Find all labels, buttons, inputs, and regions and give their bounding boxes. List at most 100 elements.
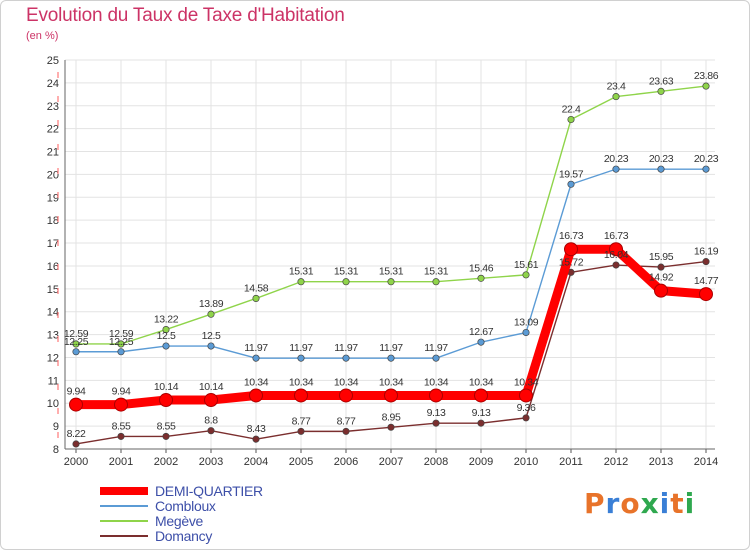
data-point: [432, 278, 440, 286]
x-tick-label: 2002: [154, 456, 178, 468]
data-point: [702, 165, 710, 173]
data-point: [609, 242, 623, 257]
x-tick-label: 2005: [289, 456, 313, 468]
data-point: [207, 427, 215, 435]
data-point: [294, 388, 308, 403]
data-label: 15.46: [469, 262, 494, 274]
data-label: 23.4: [607, 81, 626, 93]
data-point: [432, 419, 440, 427]
data-point: [252, 294, 260, 302]
data-label: 15.95: [649, 251, 674, 263]
data-point: [522, 271, 530, 279]
data-label: 10.34: [244, 376, 269, 388]
data-label: 15.31: [334, 266, 359, 278]
data-label: 9.94: [67, 386, 86, 398]
data-label: 11.97: [244, 342, 268, 354]
x-tick-label: 2011: [559, 456, 583, 468]
data-point: [162, 432, 170, 440]
data-point: [117, 432, 125, 440]
x-tick-label: 2001: [109, 456, 133, 468]
legend-swatch-demi-quartier: [100, 487, 148, 495]
data-point: [657, 87, 665, 95]
data-label: 11.97: [424, 342, 448, 354]
legend-swatch-combloux: [100, 505, 148, 507]
data-label: 20.23: [694, 153, 719, 165]
data-label: 9.94: [112, 386, 131, 398]
y-tick-label: 12: [47, 352, 59, 364]
data-label: 10.14: [154, 381, 179, 393]
legend-label: Combloux: [155, 498, 216, 514]
data-point: [72, 440, 80, 448]
y-tick-label: 19: [47, 192, 59, 204]
logo-letter: x: [640, 487, 660, 520]
data-point: [117, 348, 125, 356]
data-label: 16.19: [694, 246, 719, 258]
x-tick-label: 2012: [604, 456, 628, 468]
data-label: 12.67: [469, 326, 494, 338]
data-label: 8.55: [157, 420, 176, 432]
data-label: 8.77: [292, 415, 311, 427]
data-point: [702, 258, 710, 266]
data-label: 14.77: [694, 275, 719, 287]
x-tick-label: 2004: [244, 456, 268, 468]
data-label: 11.97: [289, 342, 313, 354]
legend-label: Domancy: [155, 528, 213, 544]
data-label: 11.97: [334, 342, 358, 354]
x-tick-label: 2009: [469, 456, 493, 468]
data-label: 10.34: [424, 376, 449, 388]
logo-letter: t: [670, 487, 685, 520]
data-point: [699, 287, 713, 302]
data-label: 8.55: [112, 420, 131, 432]
data-label: 14.58: [244, 282, 269, 294]
y-tick-label: 17: [47, 238, 59, 250]
data-point: [564, 242, 578, 257]
data-label: 12.59: [64, 328, 89, 340]
x-tick-label: 2000: [64, 456, 88, 468]
data-point: [159, 393, 173, 408]
x-tick-label: 2003: [199, 456, 223, 468]
legend-label: Megève: [155, 513, 204, 529]
y-tick-label: 16: [47, 261, 59, 273]
data-point: [204, 393, 218, 408]
data-label: 8.43: [247, 423, 266, 435]
data-label: 10.34: [334, 376, 359, 388]
y-tick-label: 13: [47, 330, 59, 342]
data-label: 23.86: [694, 70, 719, 82]
data-label: 12.59: [109, 328, 134, 340]
data-label: 9.13: [472, 407, 491, 419]
logo-letter: r: [605, 487, 621, 520]
x-tick-label: 2010: [514, 456, 538, 468]
data-label: 10.34: [469, 376, 494, 388]
logo-letter: o: [620, 487, 641, 520]
data-label: 10.34: [379, 376, 404, 388]
y-tick-label: 23: [47, 101, 59, 113]
y-tick-label: 8: [53, 444, 59, 456]
data-point: [612, 93, 620, 101]
data-label: 14.92: [649, 272, 674, 284]
data-label: 16.04: [604, 249, 629, 261]
data-point: [657, 263, 665, 271]
data-label: 12.25: [64, 336, 89, 348]
chart-subtitle: (en %): [26, 30, 59, 42]
data-point: [69, 397, 83, 412]
data-point: [477, 274, 485, 282]
data-label: 15.31: [424, 266, 449, 278]
data-label: 12.5: [157, 330, 176, 342]
logo-letter: P: [584, 487, 606, 520]
data-label: 19.57: [559, 168, 584, 180]
data-point: [477, 419, 485, 427]
legend-label: DEMI-QUARTIER: [155, 483, 263, 499]
x-tick-label: 2006: [334, 456, 358, 468]
data-point: [702, 82, 710, 90]
data-point: [72, 348, 80, 356]
y-tick-label: 9: [53, 421, 59, 433]
data-label: 22.4: [562, 103, 581, 115]
data-label: 16.73: [604, 230, 629, 242]
legend-swatch-domancy: [100, 535, 148, 537]
y-tick-label: 22: [47, 124, 59, 136]
data-point: [114, 397, 128, 412]
data-point: [207, 310, 215, 318]
y-tick-label: 18: [47, 215, 59, 227]
data-point: [297, 427, 305, 435]
